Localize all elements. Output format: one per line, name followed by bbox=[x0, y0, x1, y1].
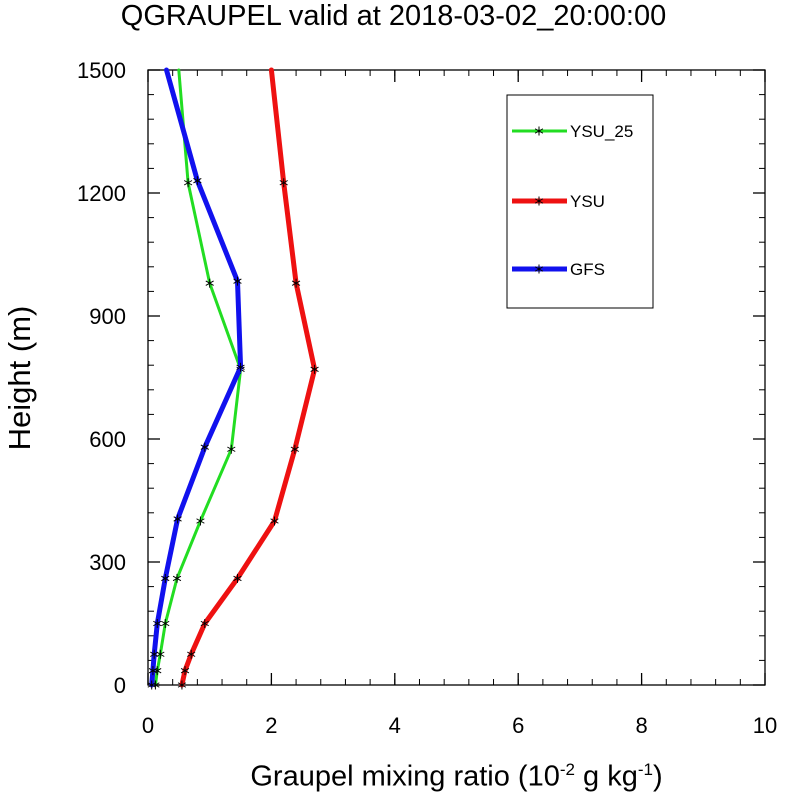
y-tick-label: 1500 bbox=[77, 58, 126, 83]
data-point-marker bbox=[310, 364, 319, 374]
y-tick-label: 900 bbox=[89, 304, 126, 329]
y-tick-label: 600 bbox=[89, 427, 126, 452]
legend-label: YSU_25 bbox=[570, 122, 633, 141]
data-point-marker bbox=[183, 178, 193, 188]
x-tick-label: 10 bbox=[753, 713, 777, 738]
tick-labels: 0 2 4 6 8 10 0 300 600 900 1200 1500 bbox=[77, 58, 777, 738]
data-point-marker bbox=[233, 276, 242, 286]
x-tick-label: 2 bbox=[265, 713, 277, 738]
data-point-marker bbox=[180, 666, 190, 676]
series-line-ysu bbox=[179, 67, 318, 688]
data-point-marker bbox=[156, 649, 165, 659]
x-tick-label: 6 bbox=[512, 713, 524, 738]
data-point-marker bbox=[279, 178, 288, 188]
series-layer bbox=[147, 67, 319, 690]
x-tick-label: 4 bbox=[389, 713, 401, 738]
legend: YSU_25 YSU GFS bbox=[512, 122, 633, 279]
legend-label: GFS bbox=[570, 260, 605, 279]
data-point-marker bbox=[177, 680, 187, 690]
legend-marker bbox=[534, 196, 544, 206]
data-point-marker bbox=[200, 442, 209, 452]
data-point-marker bbox=[187, 649, 196, 659]
data-point-marker bbox=[148, 666, 158, 676]
data-point-marker bbox=[227, 444, 236, 454]
y-tick-label: 1200 bbox=[77, 181, 126, 206]
plot-frame bbox=[147, 69, 766, 686]
data-point-marker bbox=[205, 278, 214, 288]
data-point-marker bbox=[161, 619, 170, 628]
data-point-marker bbox=[153, 619, 162, 628]
legend-marker bbox=[534, 264, 544, 274]
legend-label: YSU bbox=[570, 192, 605, 211]
data-point-marker bbox=[236, 362, 245, 372]
data-point-marker bbox=[161, 573, 170, 583]
x-tick-label: 0 bbox=[142, 713, 154, 738]
data-point-marker bbox=[291, 278, 301, 288]
data-point-marker bbox=[172, 573, 182, 583]
data-point-marker bbox=[147, 680, 156, 690]
y-tick-label: 300 bbox=[89, 550, 126, 575]
data-point-marker bbox=[270, 516, 279, 526]
data-point-marker bbox=[193, 176, 202, 186]
data-point-marker bbox=[150, 649, 159, 659]
x-tick-label: 8 bbox=[635, 713, 647, 738]
x-axis-label: Graupel mixing ratio (10-2 g kg-1) bbox=[250, 760, 663, 793]
data-point-marker bbox=[200, 619, 209, 628]
data-point-marker bbox=[290, 444, 300, 454]
data-point-marker bbox=[196, 516, 205, 526]
y-tick-label: 0 bbox=[114, 673, 126, 698]
legend-marker bbox=[534, 126, 544, 136]
data-point-marker bbox=[173, 514, 182, 524]
data-point-marker bbox=[233, 573, 242, 583]
chart-title: QGRAUPEL valid at 2018-03-02_20:00:00 bbox=[120, 0, 667, 32]
